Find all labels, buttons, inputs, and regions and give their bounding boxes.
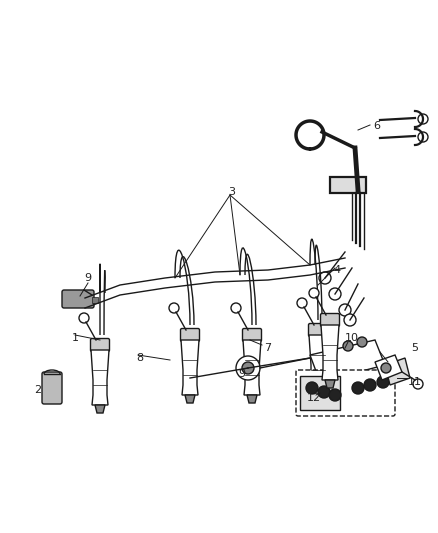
Polygon shape	[310, 340, 385, 382]
Circle shape	[381, 363, 391, 373]
Polygon shape	[325, 380, 335, 388]
Bar	[92, 297, 98, 303]
FancyBboxPatch shape	[91, 338, 110, 351]
Polygon shape	[247, 395, 257, 403]
Circle shape	[418, 132, 428, 142]
FancyBboxPatch shape	[62, 290, 94, 308]
Circle shape	[364, 379, 376, 391]
FancyBboxPatch shape	[243, 328, 261, 342]
Text: 9: 9	[238, 369, 246, 379]
Polygon shape	[243, 340, 261, 395]
Circle shape	[318, 386, 330, 398]
FancyBboxPatch shape	[42, 372, 62, 404]
Circle shape	[344, 314, 356, 326]
Text: 6: 6	[374, 121, 381, 131]
Circle shape	[352, 382, 364, 394]
Polygon shape	[91, 350, 109, 405]
Text: 5: 5	[411, 343, 418, 353]
Circle shape	[231, 303, 241, 313]
Polygon shape	[313, 390, 323, 398]
Circle shape	[319, 272, 331, 284]
FancyBboxPatch shape	[308, 324, 328, 336]
Circle shape	[329, 389, 341, 401]
Circle shape	[329, 288, 341, 300]
Text: 7: 7	[265, 343, 272, 353]
Circle shape	[339, 304, 351, 316]
Circle shape	[357, 337, 367, 347]
FancyBboxPatch shape	[321, 313, 339, 327]
Text: 9: 9	[85, 273, 92, 283]
Polygon shape	[385, 358, 410, 385]
FancyBboxPatch shape	[180, 328, 199, 342]
Text: 4: 4	[333, 265, 341, 275]
Circle shape	[309, 288, 319, 298]
Polygon shape	[181, 340, 199, 395]
Circle shape	[306, 382, 318, 394]
Circle shape	[79, 313, 89, 323]
Text: 12: 12	[307, 393, 321, 403]
Polygon shape	[321, 325, 339, 380]
Circle shape	[377, 376, 389, 388]
FancyBboxPatch shape	[296, 370, 395, 416]
Polygon shape	[309, 335, 327, 390]
Text: 10: 10	[345, 333, 359, 343]
Text: 1: 1	[71, 333, 78, 343]
Circle shape	[413, 379, 423, 389]
Polygon shape	[95, 405, 105, 413]
Circle shape	[325, 345, 335, 355]
Circle shape	[418, 114, 428, 124]
Polygon shape	[375, 355, 402, 380]
Text: 2: 2	[35, 385, 42, 395]
Text: 8: 8	[137, 353, 144, 363]
Polygon shape	[185, 395, 195, 403]
Circle shape	[169, 303, 179, 313]
Bar	[300, 376, 340, 410]
Bar	[330, 177, 366, 193]
Text: 3: 3	[229, 187, 236, 197]
Circle shape	[297, 298, 307, 308]
Circle shape	[343, 341, 353, 351]
Text: 11: 11	[408, 377, 422, 387]
Circle shape	[242, 362, 254, 374]
Circle shape	[236, 356, 260, 380]
